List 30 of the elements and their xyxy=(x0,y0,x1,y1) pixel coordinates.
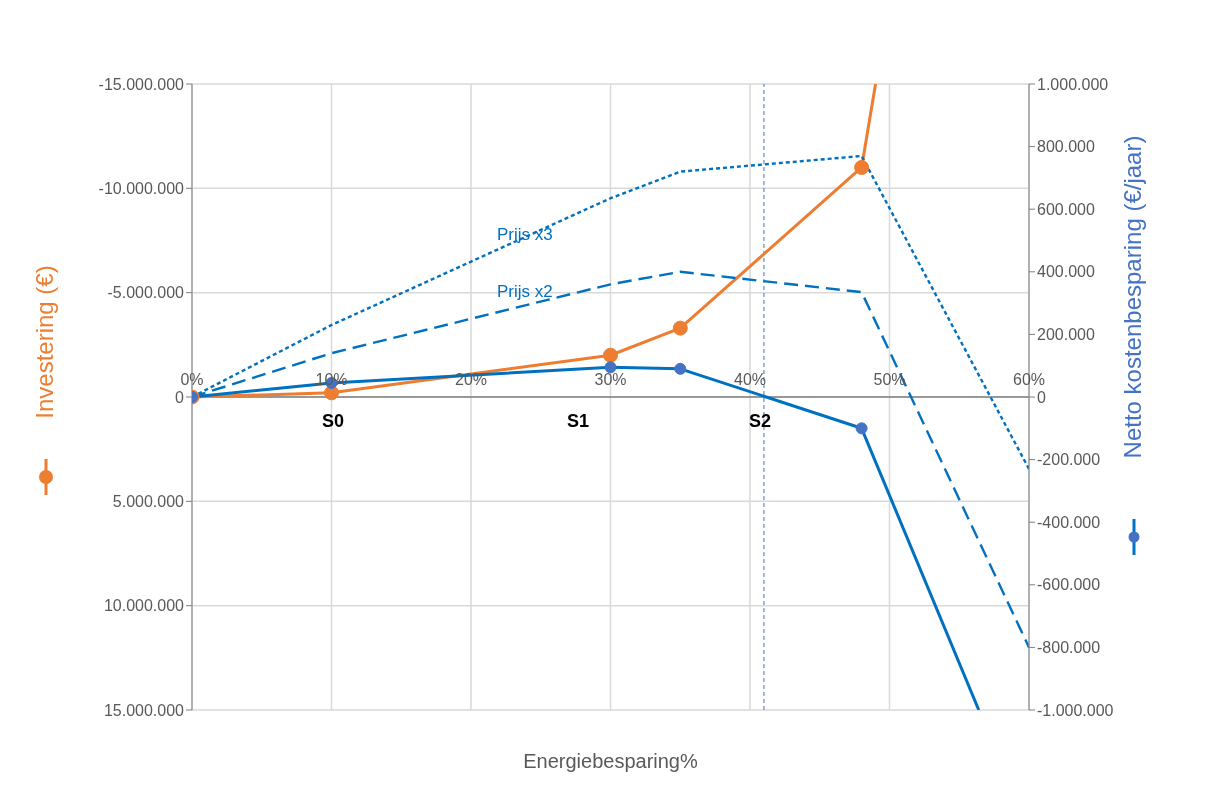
y2-tick-label: 800.000 xyxy=(1037,138,1095,156)
y2-tick-label: 1.000.000 xyxy=(1037,75,1109,93)
y-tick-label: 10.000.000 xyxy=(103,597,185,615)
y-tick-label: 15.000.000 xyxy=(103,701,185,719)
annotation: S1 xyxy=(566,411,590,431)
y-axis-title: Investering (€) xyxy=(31,265,58,419)
series-label: Prijs x2 xyxy=(497,281,553,301)
y2-tick-label: -800.000 xyxy=(1037,639,1101,657)
x-tick-label: 30% xyxy=(594,371,627,388)
y2-tick-label: 0 xyxy=(1037,388,1046,406)
y2-tick-label: 200.000 xyxy=(1037,326,1095,344)
x-tick-label: 0% xyxy=(180,371,204,388)
y2-tick-label: 400.000 xyxy=(1037,263,1095,281)
x-tick-label: 60% xyxy=(1012,371,1046,388)
y2-tick-label: -1.000.000 xyxy=(1037,701,1114,719)
x-axis-title: Energiebesparing% xyxy=(523,750,698,772)
y2-axis-title: Netto kostenbesparing (€/jaar) xyxy=(1119,135,1146,459)
y2-tick-label: 600.000 xyxy=(1037,200,1095,218)
x-tick-label: 40% xyxy=(733,371,767,388)
y2-tick-label: -200.000 xyxy=(1037,451,1101,469)
y-tick-label: 5.000.000 xyxy=(112,493,185,511)
ref-line-label: S2 xyxy=(748,411,771,431)
y-tick-label: -15.000.000 xyxy=(98,75,185,93)
y-tick-label: -10.000.000 xyxy=(98,180,185,198)
annotation: S0 xyxy=(321,411,345,431)
y-tick-label: -5.000.000 xyxy=(107,284,185,302)
y2-tick-label: -600.000 xyxy=(1037,576,1101,594)
y2-tick-label: -400.000 xyxy=(1037,513,1101,531)
series-label: Prijs x3 xyxy=(497,224,553,244)
y-tick-label: 0 xyxy=(175,388,185,406)
